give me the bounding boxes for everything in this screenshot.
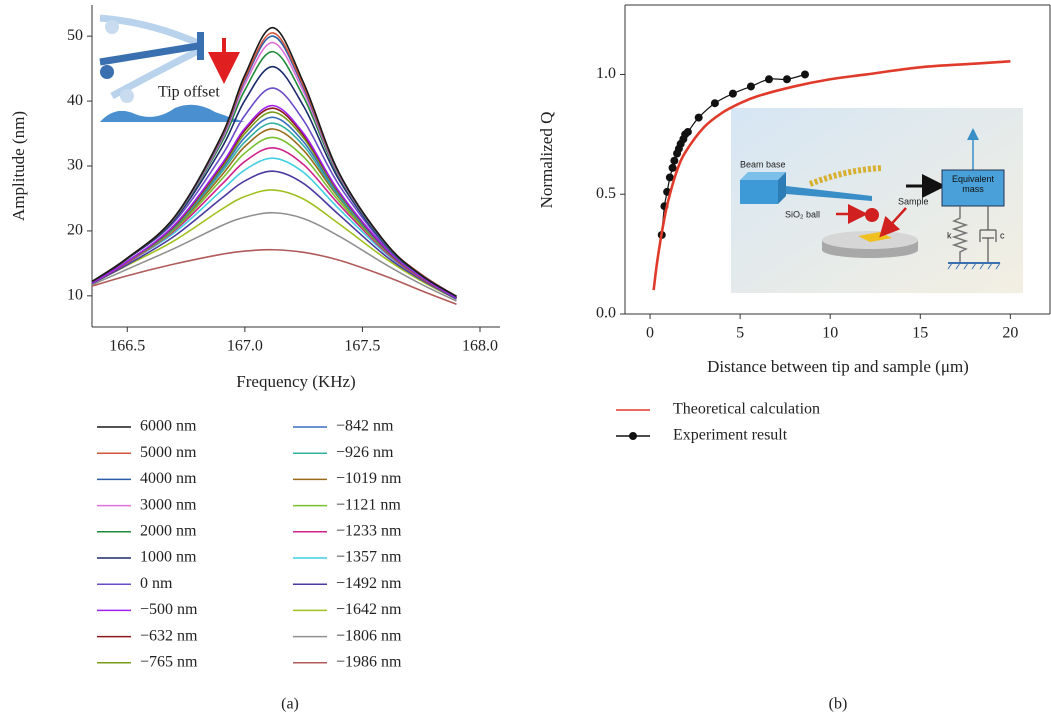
y-tick-label: 0.0 bbox=[596, 305, 616, 322]
legend-label: −1357 nm bbox=[336, 549, 402, 566]
x-tick-label: 0 bbox=[646, 325, 654, 342]
series-line bbox=[91, 147, 457, 299]
x-axis-label: Distance between tip and sample (μm) bbox=[707, 357, 969, 376]
inset-cartoon: Tip offset bbox=[99, 14, 245, 122]
x-tick-label: 167.5 bbox=[344, 338, 380, 355]
x-tick-label: 15 bbox=[912, 325, 928, 342]
x-tick-label: 5 bbox=[736, 325, 744, 342]
legend-label: −1233 nm bbox=[336, 522, 402, 539]
panel-label: (a) bbox=[281, 696, 299, 713]
y-tick-label: 0.5 bbox=[596, 185, 616, 202]
legend-label: 2000 nm bbox=[140, 522, 197, 539]
inset-label: SiO₂ ball bbox=[785, 209, 820, 219]
legend-label: −1986 nm bbox=[336, 653, 402, 670]
data-point bbox=[782, 75, 791, 84]
inset-label: Beam base bbox=[740, 159, 786, 169]
series-line bbox=[91, 26, 457, 298]
y-tick-label: 40 bbox=[67, 92, 83, 109]
series-line bbox=[91, 122, 457, 299]
series-line bbox=[91, 211, 457, 302]
legend-label: −500 nm bbox=[140, 601, 198, 618]
y-tick-label: 20 bbox=[67, 222, 83, 239]
legend-label: 6000 nm bbox=[140, 418, 197, 435]
y-tick-label: 1.0 bbox=[596, 65, 616, 82]
series-line bbox=[91, 248, 457, 306]
inset-label: k bbox=[947, 230, 952, 240]
legend-label: −1019 nm bbox=[336, 470, 402, 487]
x-axis-label: Frequency (KHz) bbox=[236, 372, 355, 391]
legend-label: −1642 nm bbox=[336, 601, 402, 618]
annotation: Tip offset bbox=[158, 84, 220, 101]
x-tick-label: 10 bbox=[822, 325, 838, 342]
legend-label: −1121 nm bbox=[336, 496, 401, 513]
y-axis-label: Amplitude (nm) bbox=[9, 111, 28, 221]
legend-label: −1492 nm bbox=[336, 575, 402, 592]
data-point bbox=[800, 70, 809, 79]
data-point bbox=[710, 99, 719, 108]
legend-label: Experiment result bbox=[673, 427, 788, 444]
y-tick-label: 50 bbox=[67, 27, 83, 44]
series-line bbox=[91, 104, 457, 299]
panel-label: (b) bbox=[829, 696, 848, 713]
legend-label: 1000 nm bbox=[140, 549, 197, 566]
y-tick-label: 30 bbox=[67, 157, 83, 174]
series-line bbox=[91, 157, 457, 299]
x-tick-label: 167.0 bbox=[227, 338, 263, 355]
series-line bbox=[91, 170, 457, 300]
data-point bbox=[764, 75, 773, 84]
y-axis-label: Normalized Q bbox=[537, 112, 556, 209]
legend-label: 3000 nm bbox=[140, 496, 197, 513]
legend-label: 5000 nm bbox=[140, 444, 197, 461]
data-point bbox=[668, 163, 677, 172]
data-point bbox=[665, 173, 674, 182]
series-line bbox=[91, 32, 457, 298]
series-line bbox=[91, 189, 457, 300]
legend-label: 0 nm bbox=[140, 575, 173, 592]
data-point bbox=[746, 82, 755, 91]
inset-label: Sample bbox=[898, 196, 929, 206]
inset-label: Equivalent mass bbox=[951, 174, 995, 194]
data-point bbox=[694, 113, 703, 122]
legend-label: Theoretical calculation bbox=[673, 401, 820, 418]
data-point bbox=[670, 156, 679, 165]
legend-label: 4000 nm bbox=[140, 470, 197, 487]
data-point bbox=[728, 89, 737, 98]
x-tick-label: 168.0 bbox=[462, 338, 498, 355]
legend-label: −1806 nm bbox=[336, 627, 402, 644]
inset-diagram: Beam base SiO₂ ball Sample Equivalent ma… bbox=[731, 108, 1023, 293]
x-tick-label: 166.5 bbox=[109, 338, 145, 355]
legend-label: −765 nm bbox=[140, 653, 198, 670]
series-line bbox=[91, 87, 457, 298]
legend-label: −632 nm bbox=[140, 627, 198, 644]
legend-marker bbox=[629, 432, 637, 440]
x-tick-label: 20 bbox=[1002, 325, 1018, 342]
series-line bbox=[652, 59, 1011, 291]
legend-label: −926 nm bbox=[336, 444, 394, 461]
legend-label: −842 nm bbox=[336, 418, 394, 435]
y-tick-label: 10 bbox=[67, 287, 83, 304]
inset-label: c bbox=[1000, 230, 1005, 240]
data-point bbox=[683, 127, 692, 136]
